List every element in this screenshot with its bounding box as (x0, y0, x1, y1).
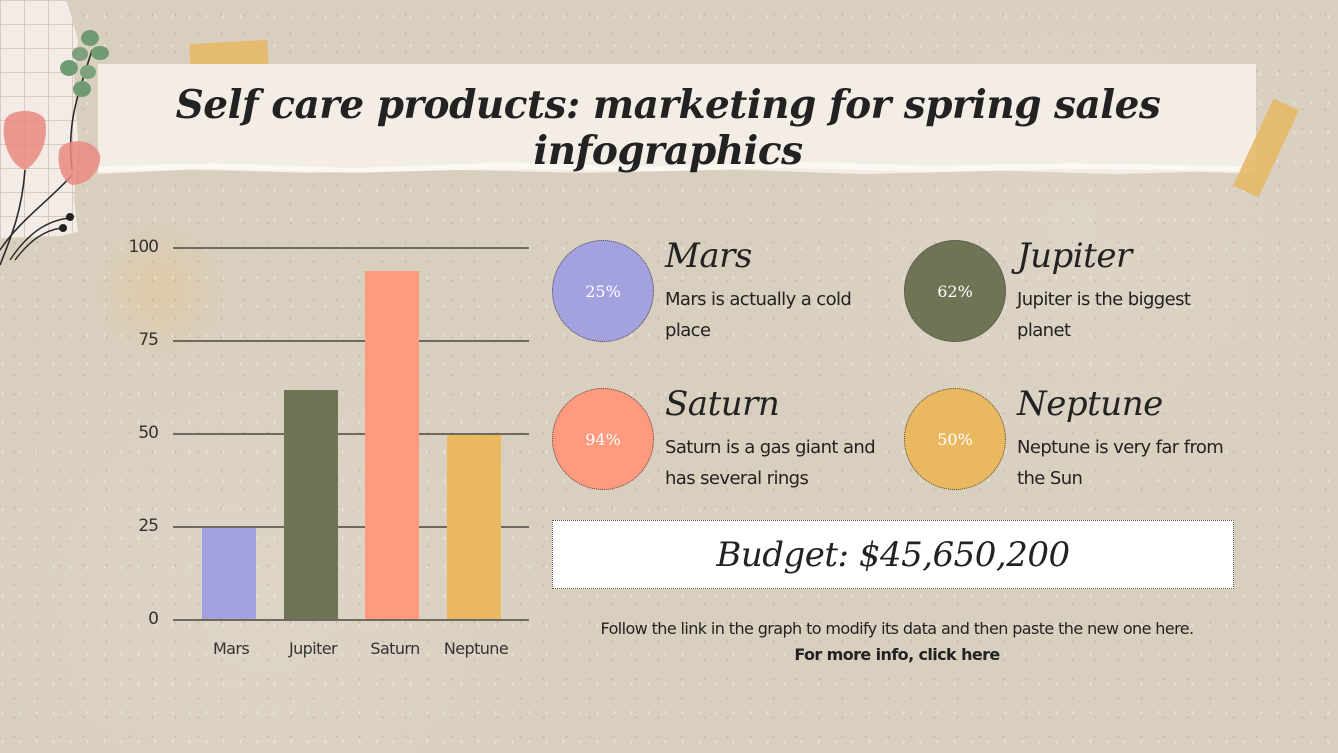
planet-card-neptune: 50% Neptune Neptune is very far from the… (897, 380, 1237, 490)
percent-circle: 50% (904, 388, 1006, 490)
percent-circle: 94% (552, 388, 654, 490)
planet-card-mars: 25% Mars Mars is actually a cold place (545, 232, 885, 342)
bars-area (173, 248, 529, 621)
bar-saturn[interactable] (365, 271, 419, 621)
bar-neptune[interactable] (447, 435, 501, 621)
x-tick-label: Jupiter (289, 639, 338, 658)
card-description: Saturn is a gas giant and has several ri… (665, 437, 876, 489)
y-tick-label: 0 (148, 609, 159, 629)
card-title: Neptune (1017, 384, 1163, 424)
more-info-link[interactable]: For more info, click here (794, 645, 1000, 664)
y-tick-label: 25 (138, 516, 159, 536)
y-tick-label: 75 (138, 330, 159, 350)
x-axis-line (173, 619, 529, 621)
gridline (173, 247, 529, 249)
percent-circle: 25% (552, 240, 654, 342)
x-tick-label: Saturn (370, 639, 420, 658)
gridline (173, 433, 529, 435)
x-tick-label: Neptune (443, 639, 509, 658)
percent-circle: 62% (904, 240, 1006, 342)
footnote: Follow the link in the graph to modify i… (552, 616, 1242, 668)
planet-card-jupiter: 62% Jupiter Jupiter is the biggest plane… (897, 232, 1237, 342)
flower-illustration-icon (0, 30, 109, 266)
planet-card-saturn: 94% Saturn Saturn is a gas giant and has… (545, 380, 885, 490)
y-tick-label: 100 (128, 237, 159, 257)
card-description: Jupiter is the biggest planet (1017, 289, 1191, 341)
gridline (173, 340, 529, 342)
card-title: Saturn (665, 384, 780, 424)
bar-jupiter[interactable] (284, 390, 338, 621)
footnote-text: Follow the link in the graph to modify i… (600, 619, 1195, 638)
bar-chart: 100 75 50 25 0 Mars Jupiter Saturn Neptu… (110, 236, 540, 666)
card-title: Jupiter (1017, 236, 1132, 276)
title-banner-torn-edge (98, 161, 1256, 173)
x-tick-label: Mars (212, 639, 250, 658)
card-title: Mars (665, 236, 752, 276)
budget-label: Budget: $45,650,200 (716, 534, 1070, 575)
gridline (173, 526, 529, 528)
y-tick-label: 50 (138, 423, 159, 443)
card-description: Neptune is very far from the Sun (1017, 437, 1224, 489)
budget-box: Budget: $45,650,200 (552, 520, 1234, 589)
bar-mars[interactable] (202, 528, 256, 621)
title-banner (98, 64, 1256, 174)
card-description: Mars is actually a cold place (665, 289, 852, 341)
page-title: Self care products: marketing for spring… (175, 82, 1161, 174)
